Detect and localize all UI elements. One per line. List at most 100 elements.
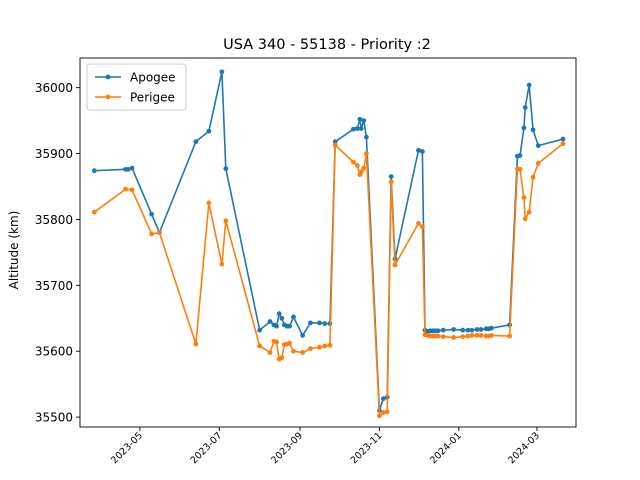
y-tick-label: 35800 bbox=[35, 213, 73, 227]
perigee-data-point bbox=[291, 348, 296, 354]
perigee-data-point bbox=[380, 410, 386, 415]
y-tick-label: 35600 bbox=[35, 345, 73, 359]
y-tick-label: 35900 bbox=[35, 147, 73, 161]
apogee-data-point bbox=[149, 211, 155, 217]
y-tick-label: 35700 bbox=[35, 279, 73, 293]
perigee-data-point bbox=[91, 209, 97, 215]
perigee-data-point bbox=[206, 200, 212, 206]
apogee-data-point bbox=[474, 327, 480, 332]
y-tick-label: 35500 bbox=[35, 411, 73, 425]
perigee-data-point bbox=[308, 346, 313, 351]
perigee-data-point bbox=[460, 334, 466, 340]
perigee-data-point bbox=[193, 341, 199, 347]
apogee-data-point bbox=[322, 321, 328, 326]
perigee-legend-label: Perigee bbox=[130, 91, 175, 105]
perigee-data-point bbox=[507, 333, 513, 339]
apogee-data-point bbox=[354, 126, 360, 131]
apogee-data-point bbox=[308, 320, 313, 326]
perigee-data-point bbox=[451, 334, 457, 340]
apogee-data-point bbox=[125, 166, 131, 172]
apogee-data-point bbox=[267, 319, 273, 324]
apogee-data-point bbox=[517, 153, 523, 158]
perigee-data-point bbox=[517, 166, 523, 172]
perigee-data-point bbox=[419, 224, 425, 230]
apogee-data-point bbox=[530, 127, 536, 133]
series-layer bbox=[91, 69, 566, 419]
apogee-data-point bbox=[361, 118, 367, 123]
apogee-data-point bbox=[300, 333, 306, 338]
perigee-data-point bbox=[478, 333, 484, 338]
apogee-data-point bbox=[274, 323, 279, 329]
perigee-data-point bbox=[354, 163, 360, 168]
apogee-legend-label: Apogee bbox=[130, 71, 176, 85]
perigee-data-point bbox=[474, 333, 480, 338]
perigee-data-point bbox=[123, 186, 128, 192]
chart-title: USA 340 - 55138 - Priority :2 bbox=[223, 37, 431, 53]
apogee-data-point bbox=[521, 125, 527, 131]
apogee-data-point bbox=[416, 147, 421, 153]
perigee-data-point bbox=[488, 333, 494, 338]
apogee-data-point bbox=[257, 327, 263, 333]
perigee-data-point bbox=[332, 142, 338, 148]
perigee-data-point bbox=[560, 141, 566, 147]
perigee-data-point bbox=[300, 350, 306, 355]
legend: Apogee Perigee bbox=[86, 63, 187, 111]
perigee-data-point bbox=[384, 409, 390, 415]
perigee-data-point bbox=[149, 231, 155, 237]
apogee-data-point bbox=[460, 327, 466, 333]
perigee-data-point bbox=[535, 161, 541, 166]
apogee-data-point bbox=[223, 166, 229, 172]
apogee-data-point bbox=[206, 128, 212, 134]
perigee-data-point bbox=[327, 342, 333, 348]
legend-box bbox=[86, 63, 187, 111]
perigee-data-point bbox=[223, 218, 229, 224]
perigee-data-point bbox=[257, 343, 263, 349]
apogee-data-point bbox=[350, 126, 356, 132]
apogee-data-point bbox=[358, 126, 364, 131]
perigee-data-point bbox=[416, 220, 421, 226]
perigee-data-point bbox=[364, 151, 369, 156]
perigee-data-point bbox=[129, 187, 135, 193]
apogee-data-point bbox=[380, 396, 386, 402]
apogee-data-point bbox=[279, 315, 285, 321]
perigee-data-point bbox=[392, 262, 398, 268]
perigee-data-point bbox=[317, 344, 322, 350]
apogee-data-point bbox=[522, 105, 528, 110]
apogee-data-point bbox=[193, 139, 199, 145]
y-tick-label: 36000 bbox=[35, 81, 73, 95]
perigee-data-point bbox=[350, 159, 356, 165]
apogee-data-point bbox=[276, 311, 282, 317]
apogee-data-point bbox=[535, 143, 541, 149]
perigee-data-point bbox=[469, 333, 475, 338]
apogee-data-point bbox=[469, 327, 475, 333]
perigee-data-point bbox=[219, 261, 225, 267]
apogee-legend-marker bbox=[105, 74, 111, 80]
perigee-data-point bbox=[358, 169, 364, 175]
perigee-data-point bbox=[279, 355, 285, 361]
perigee-data-point bbox=[361, 165, 367, 171]
perigee-data-point bbox=[388, 179, 394, 185]
apogee-data-point bbox=[488, 325, 494, 331]
perigee-data-point bbox=[526, 209, 532, 215]
apogee-data-point bbox=[560, 136, 566, 142]
apogee-data-point bbox=[451, 327, 457, 332]
apogee-data-point bbox=[478, 327, 484, 332]
perigee-data-point bbox=[465, 333, 471, 339]
apogee-data-point bbox=[388, 174, 394, 180]
perigee-data-point bbox=[157, 230, 162, 236]
apogee-data-point bbox=[357, 116, 363, 122]
perigee-data-point bbox=[287, 340, 292, 346]
perigee-data-point bbox=[377, 413, 382, 419]
perigee-data-point bbox=[522, 216, 528, 222]
apogee-data-point bbox=[291, 314, 296, 320]
apogee-data-point bbox=[317, 320, 322, 326]
apogee-data-point bbox=[129, 165, 135, 171]
apogee-data-point bbox=[440, 327, 446, 333]
plot-area-frame bbox=[79, 57, 577, 428]
apogee-data-point bbox=[526, 82, 532, 88]
perigee-data-point bbox=[530, 174, 536, 180]
perigee-data-point bbox=[435, 333, 441, 339]
y-axis-label: Altitude (km) bbox=[7, 211, 21, 290]
apogee-data-point bbox=[332, 139, 338, 145]
apogee-data-point bbox=[219, 69, 225, 75]
